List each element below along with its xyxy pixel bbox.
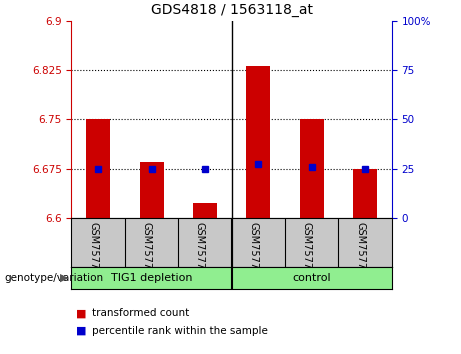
Title: GDS4818 / 1563118_at: GDS4818 / 1563118_at xyxy=(151,4,313,17)
Text: transformed count: transformed count xyxy=(92,308,189,318)
Text: ■: ■ xyxy=(76,326,87,336)
Text: GSM757759: GSM757759 xyxy=(142,222,152,281)
Bar xyxy=(246,66,270,218)
Text: genotype/variation: genotype/variation xyxy=(5,273,104,283)
Text: ▶: ▶ xyxy=(60,273,68,283)
Text: control: control xyxy=(292,273,331,283)
Text: GSM757755: GSM757755 xyxy=(248,222,258,281)
Bar xyxy=(353,169,377,218)
Text: GSM757756: GSM757756 xyxy=(302,222,312,281)
Text: GSM757760: GSM757760 xyxy=(195,222,205,281)
Bar xyxy=(193,203,217,218)
Bar xyxy=(300,120,324,218)
Bar xyxy=(140,162,164,218)
Text: ■: ■ xyxy=(76,308,87,318)
Bar xyxy=(86,120,110,218)
Text: TIG1 depletion: TIG1 depletion xyxy=(111,273,192,283)
Text: GSM757757: GSM757757 xyxy=(355,222,365,281)
Text: GSM757758: GSM757758 xyxy=(88,222,98,281)
Text: percentile rank within the sample: percentile rank within the sample xyxy=(92,326,268,336)
